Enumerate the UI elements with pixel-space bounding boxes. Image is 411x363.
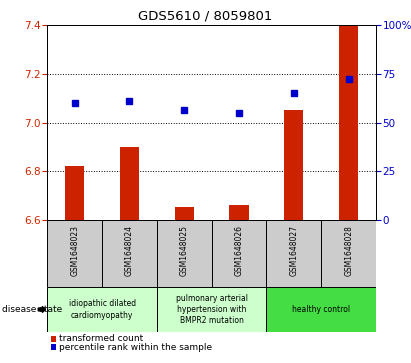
Bar [102,220,157,287]
Text: GSM1648028: GSM1648028 [344,225,353,276]
Bar [175,208,194,220]
Text: GSM1648024: GSM1648024 [125,225,134,276]
Bar [229,205,249,220]
Text: GSM1648025: GSM1648025 [180,225,189,276]
Bar [321,220,376,287]
Text: GDS5610 / 8059801: GDS5610 / 8059801 [139,9,272,22]
Bar [47,220,102,287]
Text: disease state: disease state [2,305,62,314]
Text: pulmonary arterial
hypertension with
BMPR2 mutation: pulmonary arterial hypertension with BMP… [175,294,248,325]
Bar [212,220,266,287]
Bar [157,220,212,287]
Bar [157,287,266,332]
Text: healthy control: healthy control [292,305,350,314]
Bar [284,110,303,220]
Bar [65,166,84,220]
Text: transformed count: transformed count [59,334,143,343]
Text: percentile rank within the sample: percentile rank within the sample [59,343,212,352]
Bar [266,220,321,287]
Bar [266,287,376,332]
FancyArrow shape [38,306,46,312]
Bar [120,147,139,220]
Text: GSM1648027: GSM1648027 [289,225,298,276]
Text: GSM1648023: GSM1648023 [70,225,79,276]
Bar [47,287,157,332]
Text: idiopathic dilated
cardiomyopathy: idiopathic dilated cardiomyopathy [69,299,136,319]
Text: GSM1648026: GSM1648026 [235,225,244,276]
Bar [339,25,358,220]
